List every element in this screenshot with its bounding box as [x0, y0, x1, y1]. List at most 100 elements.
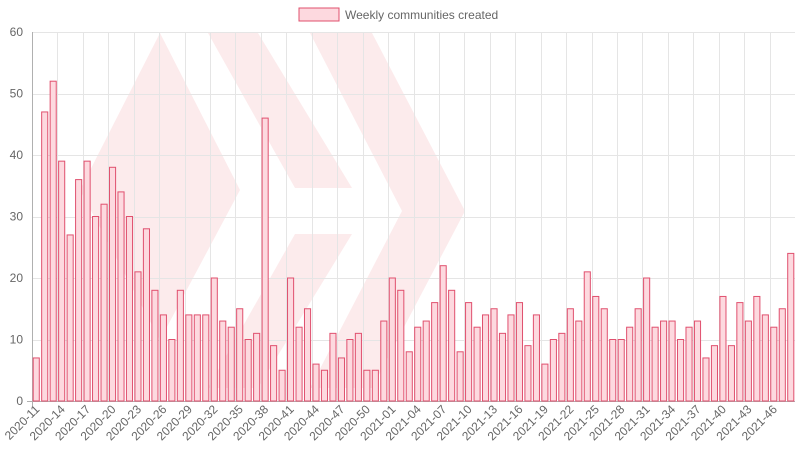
legend-swatch[interactable] — [298, 7, 340, 22]
y-tick-label: 10 — [10, 333, 24, 347]
bar-2021-40[interactable] — [719, 295, 727, 402]
bar-2020-48[interactable] — [346, 339, 354, 402]
bar-2021-30[interactable] — [634, 308, 642, 402]
bar-2020-19[interactable] — [100, 203, 108, 402]
bar-2020-32[interactable] — [210, 277, 218, 402]
bar-2021-07[interactable] — [439, 265, 447, 402]
bar-2020-50[interactable] — [363, 369, 371, 402]
bar-2021-31[interactable] — [643, 277, 651, 402]
bar-2021-17[interactable] — [524, 345, 532, 402]
bar-2020-11[interactable] — [32, 357, 40, 402]
bar-2021-47[interactable] — [778, 308, 786, 402]
bar-2021-45[interactable] — [761, 314, 769, 402]
bar-2021-42[interactable] — [736, 302, 744, 402]
bar-2020-34[interactable] — [227, 326, 235, 402]
bar-2021-21[interactable] — [558, 332, 566, 402]
watermark-shape — [310, 33, 465, 388]
bar-2021-11[interactable] — [473, 326, 481, 402]
bar-2020-39[interactable] — [270, 345, 278, 402]
bar-2020-25[interactable] — [151, 289, 159, 402]
bar-series — [32, 80, 795, 402]
y-tick-label: 40 — [10, 148, 24, 162]
bar-2021-43[interactable] — [744, 320, 752, 402]
bar-2021-08[interactable] — [448, 289, 456, 402]
bar-2020-31[interactable] — [202, 314, 210, 402]
bar-2020-29[interactable] — [185, 314, 193, 402]
bar-2021-37[interactable] — [693, 320, 702, 402]
bar-2021-22[interactable] — [566, 308, 574, 402]
bar-2020-20[interactable] — [108, 166, 117, 402]
bar-2021-14[interactable] — [498, 332, 507, 402]
bar-2020-52[interactable] — [380, 320, 388, 402]
bar-2020-33[interactable] — [219, 320, 227, 402]
bar-2020-18[interactable] — [92, 216, 100, 402]
bar-2021-28[interactable] — [617, 339, 625, 402]
bar-2020-44[interactable] — [312, 363, 320, 402]
bar-2020-36[interactable] — [244, 339, 252, 402]
bar-2021-09[interactable] — [456, 351, 464, 402]
legend[interactable]: Weekly communities created — [298, 7, 498, 22]
bar-2021-32[interactable] — [651, 326, 659, 402]
bar-2020-41[interactable] — [287, 277, 295, 402]
bar-2021-24[interactable] — [583, 271, 591, 402]
bar-2020-26[interactable] — [159, 314, 167, 402]
bar-2021-15[interactable] — [507, 314, 515, 402]
bar-2020-24[interactable] — [142, 228, 150, 402]
bar-2021-34[interactable] — [668, 320, 676, 402]
bar-2020-30[interactable] — [193, 314, 201, 402]
bar-2020-12[interactable] — [41, 111, 49, 402]
bar-2021-18[interactable] — [532, 314, 540, 402]
bar-2021-27[interactable] — [609, 339, 617, 402]
legend-label[interactable]: Weekly communities created — [345, 8, 498, 22]
bar-2021-04[interactable] — [414, 326, 422, 402]
bar-2020-35[interactable] — [236, 308, 244, 402]
bar-2021-25[interactable] — [592, 295, 600, 402]
bar-2020-38[interactable] — [261, 117, 269, 402]
bar-2021-23[interactable] — [575, 320, 583, 402]
bar-2021-46[interactable] — [770, 326, 778, 402]
bar-2020-28[interactable] — [176, 289, 184, 402]
bar-2020-14[interactable] — [58, 160, 66, 402]
bar-2021-20[interactable] — [549, 339, 557, 402]
bar-2021-33[interactable] — [660, 320, 668, 402]
bar-2020-16[interactable] — [75, 179, 83, 402]
bar-2021-48[interactable] — [787, 252, 795, 402]
bar-2020-42[interactable] — [295, 326, 303, 402]
bar-2020-46[interactable] — [329, 332, 337, 402]
bar-2020-22[interactable] — [125, 216, 134, 402]
bar-2020-43[interactable] — [303, 308, 312, 402]
bar-2021-35[interactable] — [677, 339, 685, 402]
bar-2021-03[interactable] — [405, 351, 413, 402]
bar-2021-39[interactable] — [710, 345, 719, 402]
bar-2020-15[interactable] — [66, 234, 74, 402]
bar-2020-51[interactable] — [371, 369, 379, 402]
bar-2021-36[interactable] — [685, 326, 693, 402]
bar-2021-38[interactable] — [702, 357, 710, 402]
bar-2020-45[interactable] — [320, 369, 329, 402]
bar-2020-17[interactable] — [83, 160, 91, 402]
bar-2020-27[interactable] — [168, 339, 176, 402]
bar-2020-47[interactable] — [337, 357, 345, 402]
bar-2020-23[interactable] — [134, 271, 142, 402]
bar-2021-13[interactable] — [490, 308, 498, 402]
bar-2021-10[interactable] — [465, 302, 473, 402]
bar-2020-37[interactable] — [253, 332, 261, 402]
bar-2021-01[interactable] — [388, 277, 396, 402]
bar-2020-40[interactable] — [278, 369, 286, 402]
bar-2021-41[interactable] — [727, 345, 735, 402]
bar-2021-02[interactable] — [397, 289, 405, 402]
bar-2021-19[interactable] — [541, 363, 549, 402]
bar-2021-26[interactable] — [600, 308, 608, 402]
bar-2021-44[interactable] — [753, 295, 761, 402]
y-axis-ticks: 0 10 20 30 40 50 60 — [10, 25, 24, 408]
bar-2020-13[interactable] — [49, 80, 57, 402]
bar-2021-12[interactable] — [482, 314, 490, 402]
bar-2020-21[interactable] — [117, 191, 125, 402]
bar-2021-05[interactable] — [422, 320, 430, 402]
bar-2021-16[interactable] — [515, 302, 524, 402]
bar-2021-06[interactable] — [431, 302, 439, 402]
bar-2021-29[interactable] — [626, 326, 634, 402]
bar-2020-49[interactable] — [354, 332, 362, 402]
watermark-shape — [208, 33, 352, 188]
